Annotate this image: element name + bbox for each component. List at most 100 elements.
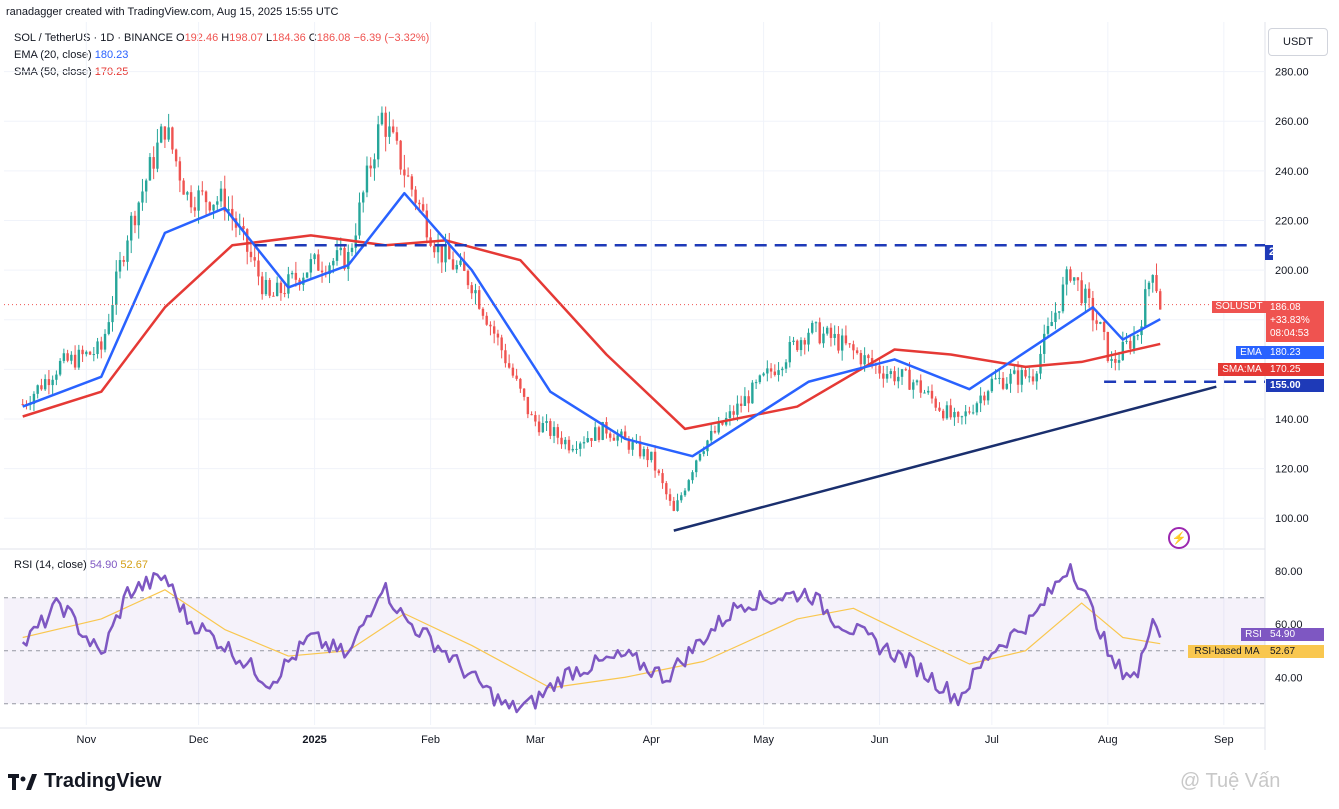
candle-body	[650, 451, 653, 461]
rsi-legend-value: 54.90	[89, 559, 118, 571]
candle-body	[313, 254, 316, 260]
ema-legend-value: 180.23	[94, 49, 129, 61]
candle-body	[216, 201, 219, 205]
ema-name: EMA	[1240, 347, 1262, 358]
ema-legend[interactable]: EMA (20, close) 180.23	[14, 47, 128, 63]
candle-body	[814, 322, 818, 324]
sma-name: SMA:MA	[1222, 364, 1262, 375]
candle-body	[781, 368, 784, 371]
candle-body	[186, 192, 189, 195]
candle-body	[728, 411, 732, 418]
candle-body	[848, 343, 851, 345]
candle-body	[1031, 376, 1035, 382]
candle-body	[665, 483, 668, 495]
candle-body	[496, 333, 500, 338]
candle-body	[466, 270, 470, 286]
candle-body	[111, 304, 114, 323]
candle-body	[552, 427, 556, 436]
candle-body	[511, 367, 515, 376]
candle-body	[915, 380, 919, 383]
candle-body	[1095, 320, 1098, 324]
rsi-y-tick-label: 40.00	[1275, 672, 1303, 684]
candle-body	[246, 229, 249, 252]
brand-name: TradingView	[44, 770, 162, 792]
x-tick-label: Nov	[77, 734, 97, 746]
candle-body	[40, 385, 43, 390]
candle-body	[66, 353, 69, 361]
candle-body	[455, 264, 458, 270]
lightning-icon[interactable]: ⚡	[1168, 527, 1190, 549]
x-tick-label: Jul	[985, 734, 999, 746]
candle-body	[317, 254, 320, 271]
candle-body	[55, 374, 58, 380]
last-price-tag: 186.08 +33.83% 08:04:53	[1266, 301, 1324, 342]
currency-button[interactable]: USDT	[1268, 28, 1328, 56]
candle-body	[567, 439, 571, 451]
candle-body	[148, 157, 152, 181]
candle-body	[242, 226, 245, 230]
candle-body	[152, 157, 155, 169]
candle-body	[822, 333, 825, 344]
candle-body	[425, 210, 429, 238]
candle-body	[777, 370, 780, 375]
candle-body	[294, 272, 298, 280]
ema-name-tag: EMA	[1236, 346, 1266, 359]
candle-body	[1013, 370, 1016, 374]
candle-body	[829, 327, 833, 338]
candle-body	[156, 142, 159, 169]
watermark: @ Tuệ Vấn	[1180, 770, 1281, 792]
candle-body	[515, 375, 518, 379]
candle-body	[365, 165, 369, 193]
candle-body	[949, 405, 952, 418]
level-155-value: 155.00	[1270, 380, 1301, 391]
candle-body	[223, 188, 226, 212]
candle-body	[732, 411, 735, 415]
candle-body	[268, 279, 271, 296]
candle-body	[897, 376, 900, 382]
candle-body	[418, 202, 421, 205]
candle-body	[721, 421, 724, 425]
ema-line	[22, 191, 1161, 458]
candle-body	[403, 169, 406, 176]
candle-body	[590, 438, 593, 441]
y-tick-label: 280.00	[1275, 67, 1309, 79]
candle-body	[799, 340, 803, 351]
candle-body	[463, 260, 466, 271]
candle-body	[519, 378, 522, 389]
candle-body	[51, 379, 54, 386]
candle-body	[541, 423, 545, 433]
candle-body	[1028, 376, 1031, 378]
candle-body	[358, 202, 361, 236]
candle-body	[1061, 284, 1065, 312]
candle-body	[92, 354, 96, 356]
x-tick-label: Dec	[189, 734, 209, 746]
candle-body	[597, 427, 601, 440]
candle-body	[1043, 333, 1046, 354]
candle-body	[983, 395, 986, 401]
candle-body	[440, 245, 443, 263]
ohlc-change: −6.39 (−3.32%)	[353, 32, 430, 44]
candle-body	[620, 431, 623, 436]
candle-body	[347, 252, 350, 269]
rsi-legend[interactable]: RSI (14, close) 54.90 52.67	[14, 557, 148, 573]
level-210-tag: 210.00	[1265, 245, 1303, 260]
candle-body	[122, 260, 125, 262]
candle-body	[1001, 377, 1005, 389]
candle-body	[1121, 341, 1125, 361]
candle-body	[870, 358, 874, 365]
candle-body	[208, 202, 212, 211]
candle-body	[328, 265, 331, 275]
candle-body	[549, 421, 552, 436]
candle-body	[485, 315, 488, 325]
y-tick-label: 100.00	[1275, 513, 1309, 525]
candle-body	[249, 251, 253, 258]
candle-body	[631, 442, 634, 450]
candle-body	[193, 207, 197, 211]
candle-body	[594, 427, 597, 441]
tradingview-logo[interactable]: TradingView	[8, 770, 161, 793]
candle-body	[616, 435, 619, 441]
candle-body	[167, 127, 170, 140]
candle-body	[144, 180, 148, 192]
candle-body	[43, 379, 47, 390]
